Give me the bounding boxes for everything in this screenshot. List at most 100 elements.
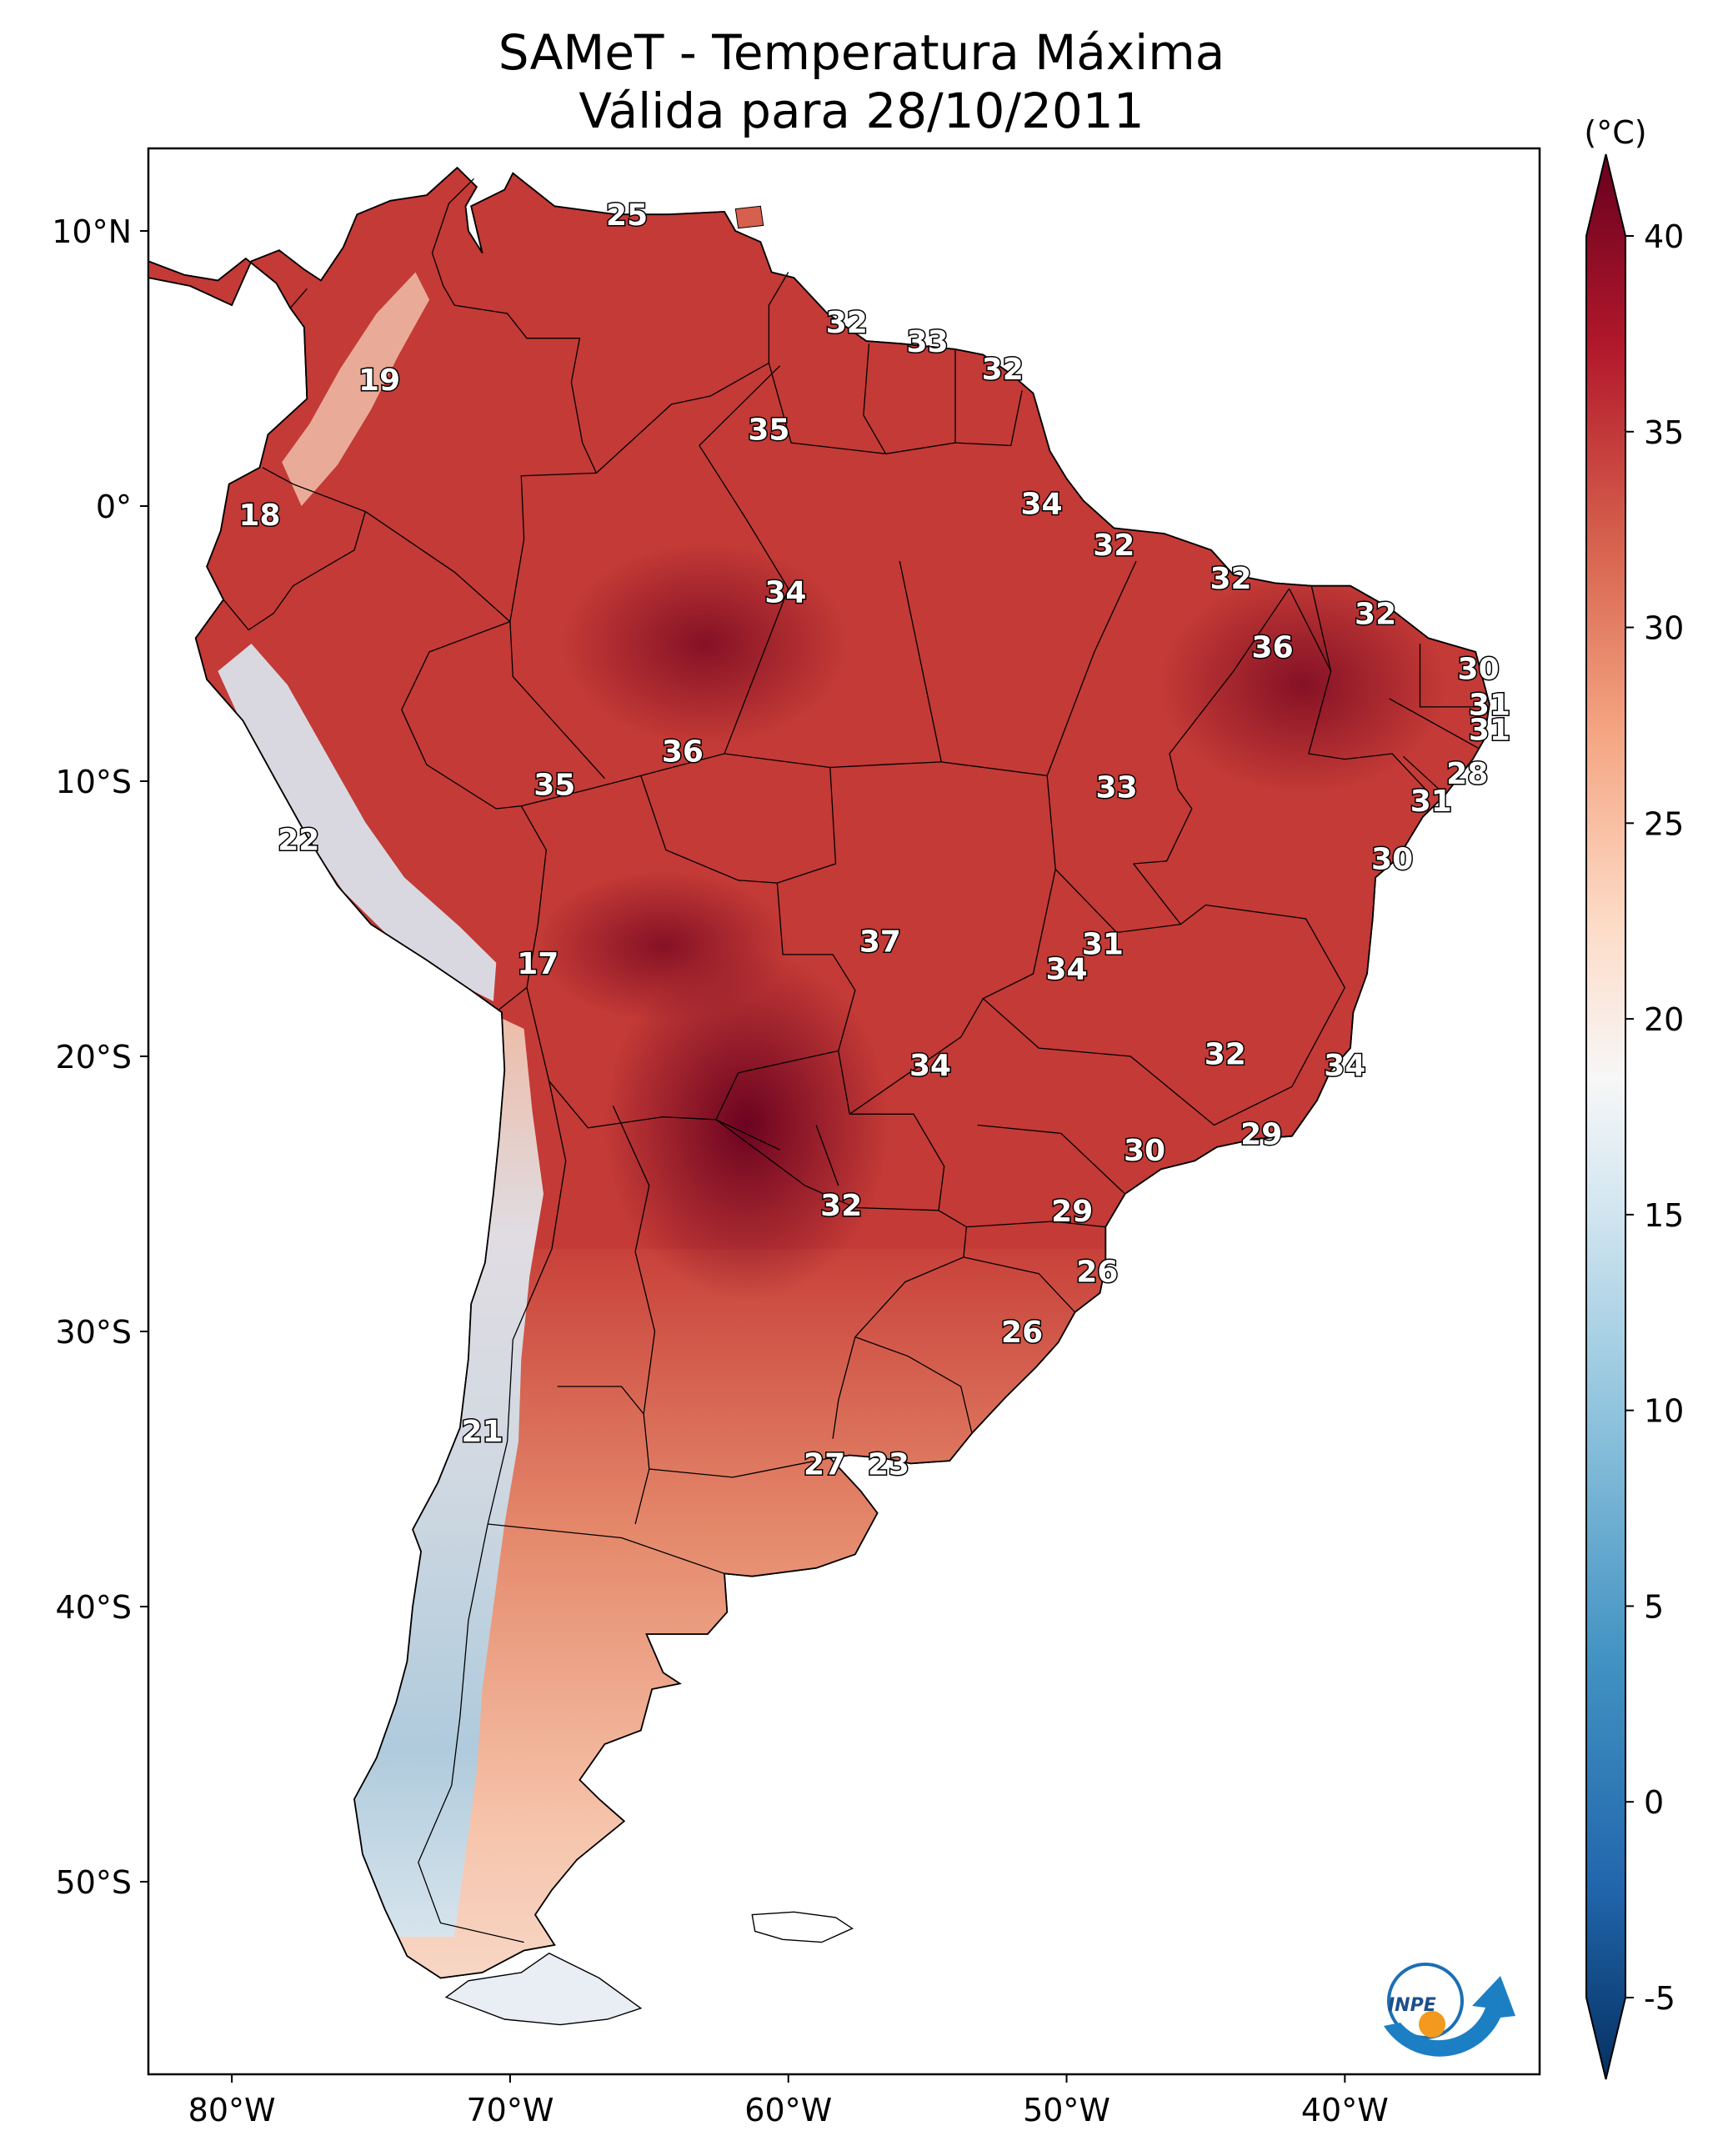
border-line — [1169, 588, 1290, 755]
x-tick-label: 60°W — [744, 2092, 832, 2128]
y-tick-label: 10°S — [56, 764, 132, 800]
coastline — [148, 166, 1490, 1979]
temperature-label: 35 — [748, 414, 789, 448]
temperature-label: 34 — [1324, 1049, 1365, 1083]
temperature-label: 26 — [1076, 1255, 1118, 1289]
border-line — [1133, 863, 1346, 1087]
map-subtitle: Válida para 28/10/2011 — [579, 83, 1144, 139]
temperature-label: 18 — [238, 499, 280, 533]
colorbar: 40 35 30 25 20 15 10 5 0 -5 (°C) — [1584, 114, 1684, 2080]
border-line — [509, 472, 597, 622]
temperature-label: 31 — [1469, 689, 1510, 723]
border-line — [966, 1221, 1106, 1228]
colorbar-tick-label: 35 — [1644, 414, 1684, 451]
border-line — [963, 1256, 1076, 1313]
amazon-hot-spot — [563, 544, 847, 744]
border-line — [815, 1125, 839, 1186]
colorbar-tick-label: 30 — [1644, 610, 1684, 647]
border-line — [1402, 755, 1443, 793]
border-line — [982, 775, 1293, 1126]
colorbar-tick-label: 10 — [1644, 1393, 1684, 1430]
temperature-label: 32 — [1210, 562, 1251, 596]
border-line — [715, 1119, 780, 1151]
temperature-label: 30 — [1371, 842, 1413, 876]
temperature-label: 32 — [982, 353, 1024, 387]
svg-text:INPE: INPE — [1388, 1995, 1436, 2016]
temperature-label: 19 — [358, 364, 400, 398]
country-borders — [223, 178, 1487, 1943]
temperature-label: 25 — [606, 198, 648, 233]
colorbar-tick-label: 20 — [1644, 1001, 1684, 1038]
temperature-label: 22 — [278, 823, 319, 857]
temperature-label: 28 — [1446, 757, 1488, 791]
temperature-label: 33 — [1096, 771, 1138, 805]
border-line — [829, 761, 942, 769]
border-line — [640, 753, 830, 777]
colorbar-tick-label: 15 — [1644, 1197, 1684, 1234]
y-tick-label: 30°S — [56, 1314, 132, 1351]
temperature-label: 32 — [1093, 529, 1134, 563]
temperature-label: 34 — [764, 575, 806, 609]
border-line — [977, 1124, 1126, 1195]
border-line — [1419, 644, 1487, 708]
falkland-islands — [751, 1911, 854, 1943]
temperature-label: 34 — [909, 1049, 951, 1083]
border-line — [854, 1336, 973, 1434]
border-line — [1308, 585, 1429, 793]
border-line — [777, 767, 837, 884]
x-tick-label: 50°W — [1023, 2092, 1110, 2128]
colorbar-tick-label: 40 — [1644, 218, 1684, 255]
temperature-label: 32 — [826, 306, 868, 340]
temperature-label: 30 — [1124, 1134, 1165, 1168]
y-tick-label: 50°S — [56, 1864, 132, 1901]
temperature-label: 34 — [1020, 488, 1062, 522]
border-line — [365, 511, 511, 623]
colorbar-gradient — [1585, 153, 1626, 2080]
northern-andes-cool-band — [282, 272, 430, 506]
temperature-label: 36 — [662, 735, 704, 770]
temperature-label: 33 — [907, 325, 949, 359]
border-line — [1389, 698, 1479, 749]
border-line — [431, 178, 597, 474]
x-tick-label: 70°W — [466, 2092, 553, 2128]
colorbar-ticks: 40 35 30 25 20 15 10 5 0 -5 — [1625, 218, 1684, 2017]
border-line — [595, 272, 789, 474]
temperature-label: 35 — [533, 768, 575, 802]
temperature-label: 32 — [1355, 598, 1396, 632]
temperature-label: 31 — [1410, 785, 1452, 819]
temperature-label: 30 — [1458, 653, 1500, 687]
temperature-label: 34 — [1045, 952, 1087, 986]
x-tick-label: 40°W — [1301, 2092, 1389, 2128]
border-line — [1133, 753, 1193, 865]
temperature-label: 21 — [462, 1415, 503, 1449]
border-line — [509, 621, 605, 780]
border-line — [1054, 869, 1181, 934]
border-line — [223, 511, 367, 631]
border-line — [401, 620, 547, 1010]
northeast-hot-spot — [1161, 576, 1445, 794]
chaco-hot-spot — [604, 950, 889, 1301]
y-tick-label: 40°S — [56, 1589, 132, 1626]
border-line — [548, 1050, 839, 1129]
orange-dot-icon — [1419, 2011, 1445, 2038]
temperature-label: 31 — [1082, 928, 1124, 962]
border-line — [488, 1523, 725, 1575]
trinidad-island — [734, 205, 764, 229]
colorbar-tick-label: -5 — [1644, 1980, 1675, 2017]
border-line — [954, 390, 1023, 447]
temperature-label: 23 — [868, 1447, 909, 1482]
border-line — [289, 288, 308, 308]
x-tick-label: 80°W — [188, 2092, 276, 2128]
y-tick-label: 10°N — [52, 213, 132, 250]
mato-grosso-hot-spot — [538, 871, 789, 1021]
inpe-logo: INPE — [1384, 1963, 1515, 2057]
border-line — [262, 467, 366, 513]
temperature-label: 32 — [1205, 1038, 1246, 1072]
temperature-label: 29 — [1240, 1117, 1282, 1151]
temperature-label: 36 — [1252, 630, 1294, 664]
peru-andes-cool-band — [218, 644, 497, 1001]
temperature-label: 26 — [1001, 1316, 1043, 1350]
colorbar-tick-label: 0 — [1644, 1784, 1664, 1821]
